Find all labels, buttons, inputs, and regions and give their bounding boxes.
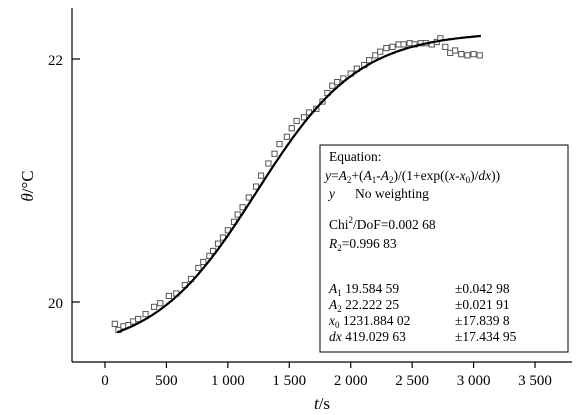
data-point bbox=[470, 51, 477, 58]
fit-curve bbox=[116, 34, 481, 334]
data-point bbox=[464, 52, 471, 59]
data-point bbox=[452, 47, 459, 54]
x-tick-label: 3 500 bbox=[518, 373, 552, 389]
data-point bbox=[257, 172, 265, 179]
data-point bbox=[476, 52, 483, 59]
legend-param-row: A1 19.584 59 bbox=[328, 281, 399, 298]
legend-weighting: y bbox=[327, 186, 335, 201]
data-point bbox=[195, 264, 202, 272]
fit-legend: Equation: y=A2+(A1-A2)/(1+exp((x-x0)/dx)… bbox=[319, 144, 569, 353]
legend-param-error: ±17.434 95 bbox=[455, 329, 517, 344]
legend-r2: R2=0.996 83 bbox=[328, 236, 397, 253]
data-point bbox=[271, 150, 278, 157]
x-axis-title: t/s bbox=[314, 394, 330, 413]
legend-param-row: dx 419.029 63 bbox=[329, 329, 406, 344]
data-point bbox=[165, 292, 172, 300]
x-tick-label: 2 000 bbox=[334, 373, 368, 389]
data-point bbox=[293, 117, 300, 125]
legend-chi: Chi2/DoF=0.002 68 bbox=[329, 215, 436, 232]
legend-param-row: x0 1231.884 02 bbox=[328, 313, 410, 330]
data-point bbox=[283, 133, 290, 140]
data-point bbox=[329, 82, 336, 89]
y-tick-label: 20 bbox=[48, 296, 63, 312]
legend-title: Equation: bbox=[329, 149, 382, 164]
legend-param-error: ±0.021 91 bbox=[455, 297, 510, 312]
data-point bbox=[383, 44, 390, 52]
data-point bbox=[334, 78, 341, 86]
legend-param-error: ±17.839 8 bbox=[455, 313, 510, 328]
data-point bbox=[377, 48, 384, 55]
data-point bbox=[458, 51, 465, 58]
data-point bbox=[214, 240, 222, 247]
data-point bbox=[366, 57, 373, 64]
legend-params: A1 19.584 59 ±0.042 98 A2 22.222 25 ±0.021 … bbox=[328, 281, 517, 344]
data-point bbox=[389, 43, 396, 50]
data-point bbox=[372, 52, 379, 59]
data-point bbox=[157, 300, 164, 307]
data-point bbox=[135, 315, 142, 323]
y-axis-title: θ/°C bbox=[18, 170, 37, 201]
data-point bbox=[245, 194, 252, 201]
x-tick-label: 0 bbox=[101, 373, 109, 389]
data-point bbox=[276, 140, 283, 148]
x-tick-label: 1 000 bbox=[211, 373, 245, 389]
legend-param-row: A2 22.222 25 bbox=[328, 297, 399, 314]
data-point bbox=[442, 43, 449, 50]
data-point bbox=[234, 211, 241, 218]
y-tick-label: 22 bbox=[48, 53, 63, 69]
data-point bbox=[151, 303, 158, 310]
data-point bbox=[239, 204, 246, 211]
legend-weighting-text: No weighting bbox=[355, 186, 429, 201]
data-point bbox=[265, 160, 272, 167]
x-tick-label: 500 bbox=[155, 373, 178, 389]
data-point bbox=[300, 114, 308, 121]
legend-box bbox=[319, 144, 569, 353]
data-point bbox=[111, 320, 118, 327]
x-tick-label: 1 500 bbox=[272, 373, 306, 389]
data-point bbox=[400, 41, 407, 48]
data-point bbox=[142, 311, 149, 318]
data-point bbox=[200, 258, 207, 266]
legend-param-error: ±0.042 98 bbox=[455, 281, 510, 296]
legend-equation: y=A2+(A1-A2)/(1+exp((x-x0)/dx)) bbox=[323, 168, 500, 185]
axes-frame bbox=[71, 8, 572, 363]
x-tick-label: 3 000 bbox=[457, 373, 491, 389]
x-ticks: 0 500 1 000 1 500 2 000 2 500 3 000 3 500 bbox=[101, 362, 552, 389]
x-tick-label: 2 500 bbox=[395, 373, 429, 389]
data-point bbox=[288, 125, 295, 132]
